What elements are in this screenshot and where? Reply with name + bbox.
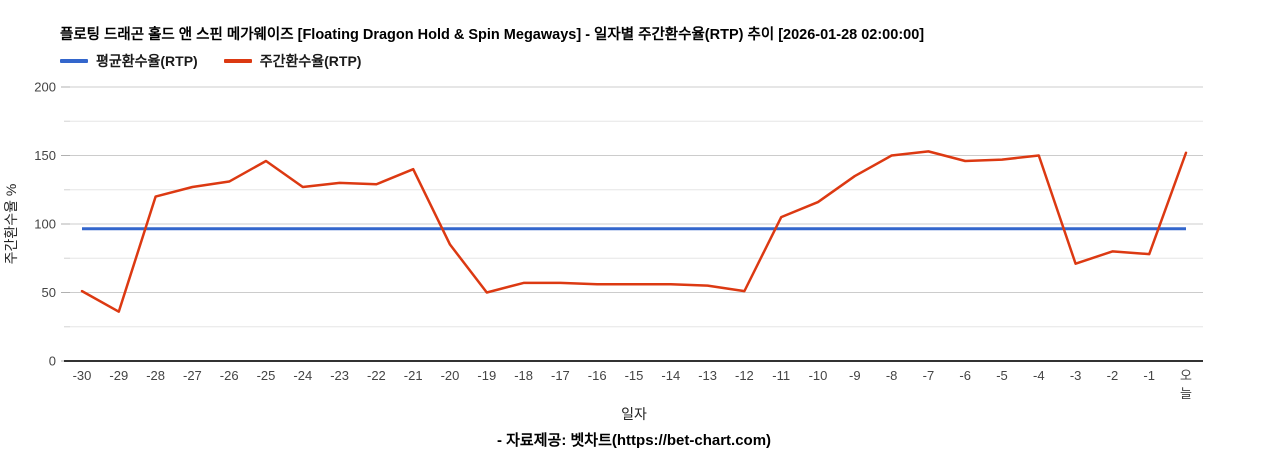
x-tick-label: -11 [772,368,790,383]
legend-line-swatch-weekly-rtp [223,59,252,63]
chart-title: 플로팅 드래곤 홀드 앤 스핀 메가웨이즈 [Floating Dragon H… [60,27,925,43]
y-tick-label: 0 [49,354,56,369]
x-tick-label: -14 [661,368,680,383]
x-tick-label: -2 [1107,368,1119,383]
legend-line-swatch-avg-rtp [60,59,88,63]
legend-item-avg-rtp: 평균환수율(RTP) [60,51,198,71]
x-tick-label: -26 [220,368,239,383]
x-tick-label: -6 [959,368,971,383]
x-tick-label: -15 [625,368,644,383]
y-tick-label: 50 [42,285,56,300]
x-tick-label: -29 [109,368,128,383]
x-tick-label: -17 [551,368,570,383]
x-tick-label: -3 [1070,368,1082,383]
y-axis-title: 주간환수율 % [3,184,19,265]
y-tick-label: 200 [34,80,56,95]
x-tick-label: 오 [1180,368,1192,383]
x-axis-title: 일자 [621,406,647,422]
x-tick-label: -9 [849,368,861,383]
weekly-rtp-line[interactable] [80,150,1188,313]
x-tick-label: -8 [886,368,898,383]
x-tick-label: -28 [146,368,165,383]
x-tick-label: -20 [441,368,460,383]
x-tick-label: -1 [1143,368,1155,383]
legend-item-label: 평균환수율(RTP) [96,53,198,69]
x-tick-label: -5 [996,368,1008,383]
x-tick-label: -7 [923,368,935,383]
x-tick-label: -4 [1033,368,1045,383]
x-tick-label: -25 [257,368,276,383]
x-tick-label: -13 [698,368,717,383]
legend: 평균환수율(RTP) 주간환수율(RTP) [60,51,361,71]
x-tick-label: -27 [183,368,202,383]
x-tick-label: -30 [73,368,92,383]
x-tick-label: -23 [330,368,349,383]
x-tick-label: -12 [735,368,754,383]
y-tick-label: 150 [34,148,56,163]
x-tick-label: -19 [477,368,496,383]
x-tick-label: -21 [404,368,423,383]
x-tick-label: -22 [367,368,386,383]
x-tick-label: -24 [293,368,312,383]
x-tick-label: -18 [514,368,533,383]
legend-item-weekly-rtp: 주간환수율(RTP) [223,51,362,71]
source-caption: - 자료제공: 벳차트(https://bet-chart.com) [496,432,772,449]
legend-item-label: 주간환수율(RTP) [259,53,362,69]
x-tick-label: -10 [809,368,828,383]
y-tick-label: 100 [34,217,56,232]
x-tick-label: 늘 [1180,386,1192,401]
x-tick-label: -16 [588,368,607,383]
